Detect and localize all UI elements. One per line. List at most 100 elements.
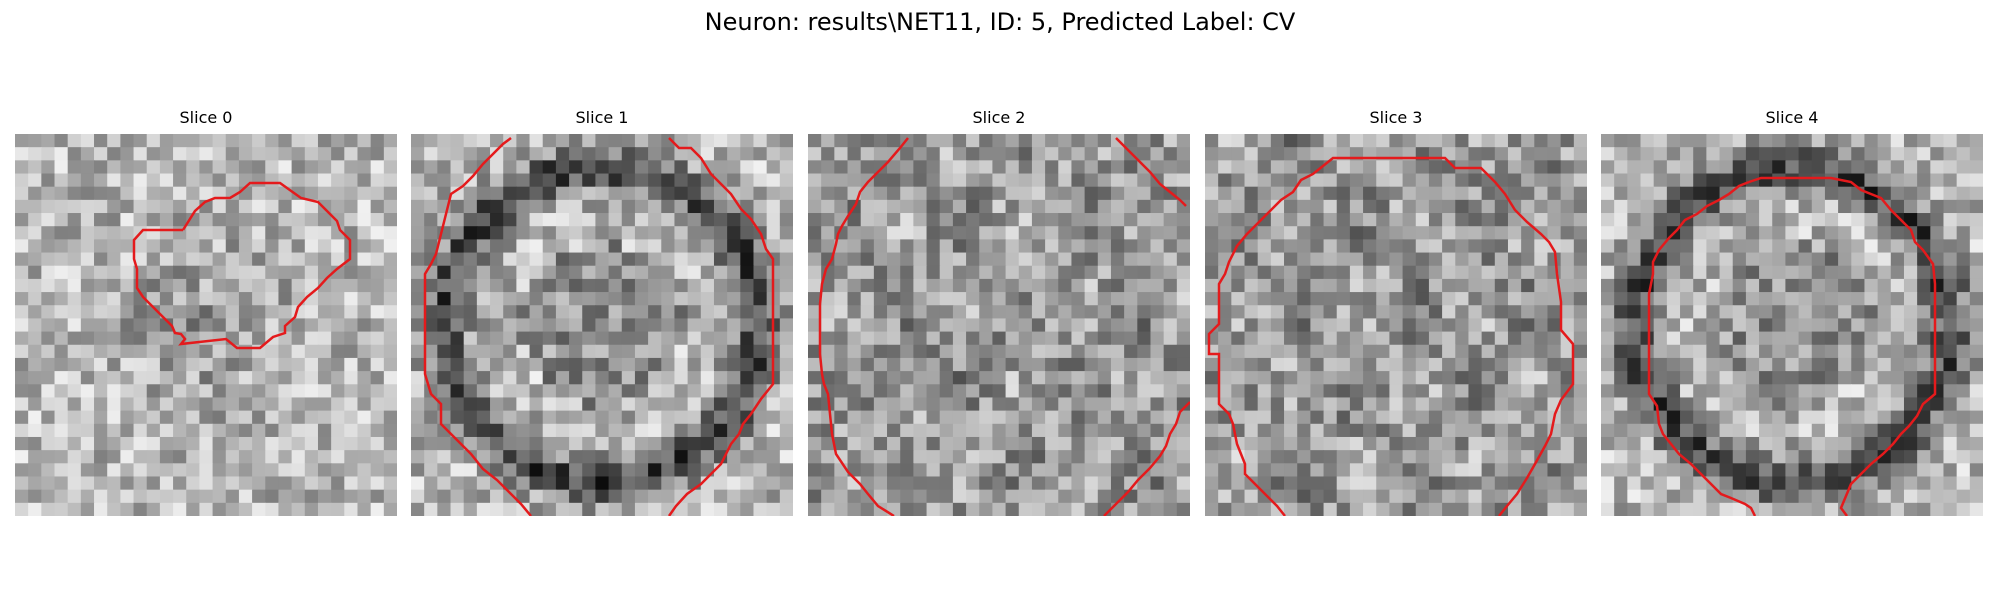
pixel-cell	[1310, 147, 1325, 161]
pixel-cell	[1124, 357, 1138, 372]
pixel-cell	[1811, 436, 1826, 451]
pixel-cell	[779, 450, 793, 464]
pixel-cell	[1071, 436, 1086, 451]
pixel-cell	[1521, 173, 1535, 188]
pixel-cell	[1627, 292, 1642, 306]
slice-image-1	[411, 134, 793, 516]
pixel-cell	[1798, 173, 1813, 188]
pixel-cell	[424, 318, 438, 333]
pixel-cell	[1521, 463, 1535, 478]
pixel-cell	[1534, 199, 1549, 214]
pixel-cell	[939, 331, 954, 346]
pixel-cell	[1666, 410, 1681, 425]
pixel-cell	[1719, 265, 1734, 280]
pixel-cell	[1402, 160, 1417, 175]
pixel-cell	[808, 173, 822, 188]
pixel-cell	[450, 476, 465, 491]
pixel-cell	[1005, 357, 1020, 372]
pixel-cell	[1270, 397, 1285, 412]
pixel-cell	[1930, 213, 1945, 227]
pixel-cell	[939, 436, 954, 451]
pixel-cell	[529, 331, 544, 346]
pixel-cell	[1680, 331, 1694, 346]
pixel-cell	[1297, 252, 1311, 267]
pixel-cell	[1785, 173, 1800, 188]
pixel-cell	[67, 397, 82, 412]
pixel-cell	[1811, 450, 1826, 464]
pixel-cell	[661, 252, 676, 267]
pixel-cell	[1376, 371, 1391, 385]
pixel-cell	[212, 239, 227, 254]
pixel-cell	[490, 463, 504, 478]
pixel-cell	[1376, 278, 1391, 293]
pixel-cell	[952, 371, 967, 385]
pixel-cell	[1693, 265, 1707, 280]
pixel-cell	[331, 213, 345, 227]
pixel-cell	[1969, 305, 1983, 320]
pixel-cell	[939, 173, 954, 188]
pixel-cell	[1759, 371, 1773, 385]
pixel-cell	[1218, 502, 1232, 516]
pixel-cell	[887, 252, 901, 267]
pixel-cell	[1455, 331, 1470, 346]
pixel-cell	[1428, 199, 1443, 214]
pixel-cell	[834, 134, 849, 148]
pixel-cell	[120, 331, 135, 346]
pixel-cell	[278, 173, 293, 188]
pixel-cell	[41, 331, 56, 346]
pixel-cell	[1205, 278, 1219, 293]
pixel-cell	[1218, 318, 1232, 333]
pixel-cell	[1005, 450, 1020, 464]
pixel-cell	[490, 436, 504, 451]
pixel-cell	[1137, 331, 1152, 346]
pixel-cell	[727, 265, 741, 280]
pixel-cell	[1231, 173, 1246, 188]
pixel-cell	[28, 476, 42, 491]
pixel-cell	[713, 436, 728, 451]
pixel-cell	[1507, 213, 1522, 227]
pixel-cell	[331, 173, 345, 188]
pixel-cell	[238, 252, 253, 267]
pixel-cell	[1864, 160, 1879, 175]
pixel-cell	[939, 252, 954, 267]
pixel-cell	[503, 134, 517, 148]
pixel-cell	[727, 278, 741, 293]
pixel-cell	[1442, 436, 1456, 451]
pixel-cell	[595, 397, 610, 412]
pixel-cell	[67, 357, 82, 372]
pixel-cell	[344, 397, 359, 412]
pixel-cell	[1719, 436, 1734, 451]
pixel-cell	[159, 463, 174, 478]
pixel-cell	[542, 292, 557, 306]
pixel-cell	[1706, 397, 1721, 412]
pixel-cell	[1045, 278, 1059, 293]
pixel-cell	[1137, 344, 1152, 359]
pixel-cell	[107, 489, 121, 504]
pixel-cell	[238, 226, 253, 240]
pixel-cell	[1442, 226, 1456, 240]
pixel-cell	[1680, 278, 1694, 293]
pixel-cell	[1601, 252, 1615, 267]
pixel-cell	[1560, 436, 1575, 451]
pixel-cell	[529, 318, 544, 333]
pixel-cell	[1045, 450, 1059, 464]
pixel-cell	[120, 423, 135, 438]
pixel-cell	[1680, 318, 1694, 333]
pixel-cell	[252, 186, 266, 201]
pixel-cell	[1110, 410, 1125, 425]
pixel-cell	[1005, 423, 1020, 438]
pixel-cell	[173, 344, 187, 359]
pixel-cell	[1969, 463, 1983, 478]
pixel-cell	[317, 476, 332, 491]
pixel-cell	[252, 278, 266, 293]
pixel-cell	[1415, 357, 1430, 372]
pixel-cell	[1653, 384, 1668, 399]
pixel-cell	[1507, 173, 1522, 188]
pixel-cell	[1176, 331, 1190, 346]
pixel-cell	[621, 476, 636, 491]
pixel-cell	[1811, 357, 1826, 372]
pixel-cell	[952, 173, 967, 188]
pixel-cell	[120, 213, 135, 227]
pixel-cell	[80, 423, 95, 438]
pixel-cell	[424, 344, 438, 359]
